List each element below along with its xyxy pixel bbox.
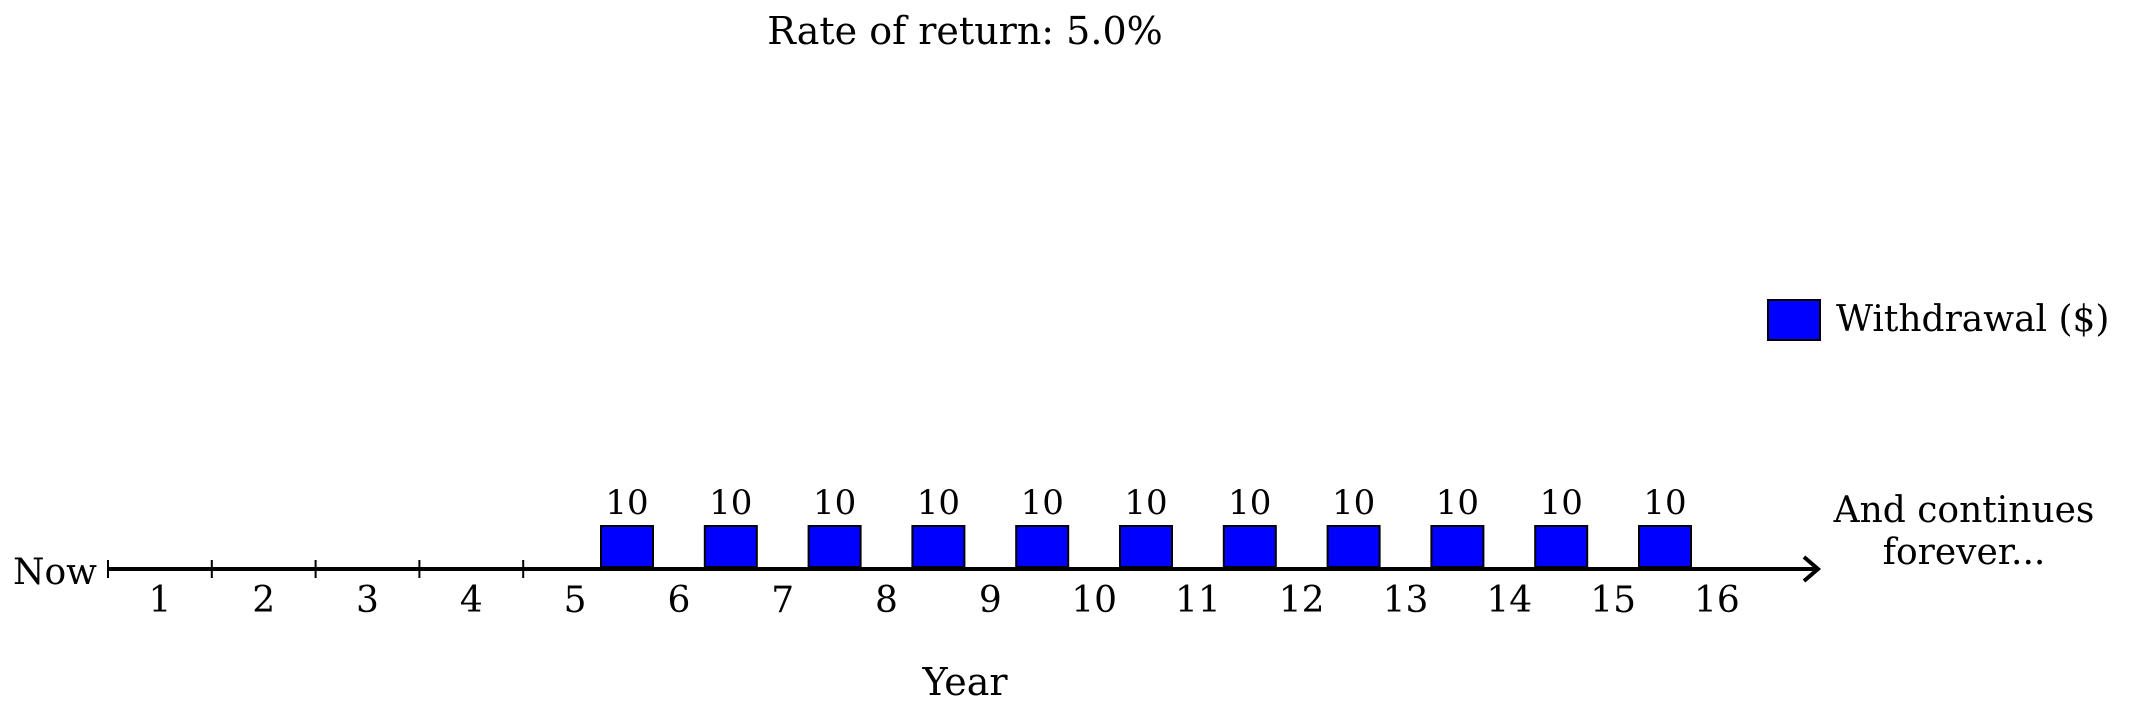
year-label: 10 (1071, 580, 1117, 621)
year-label: 16 (1694, 580, 1740, 621)
timeline-start-label: Now (13, 552, 97, 593)
withdrawal-bar (1326, 525, 1381, 568)
withdrawal-bar (1430, 525, 1485, 568)
end-label-line: And continues (1833, 490, 2095, 531)
withdrawal-bar (1015, 525, 1070, 568)
axis-arrowhead (1802, 555, 1822, 583)
year-label: 12 (1279, 580, 1325, 621)
year-label: 2 (252, 580, 275, 621)
bar-value-label: 10 (1540, 483, 1583, 523)
withdrawal-bars: 10 10 10 10 10 10 10 10 10 10 10 (600, 483, 1692, 568)
bar-value-label: 10 (709, 483, 752, 523)
bar-value-label: 10 (1124, 483, 1167, 523)
year-label: 8 (875, 580, 898, 621)
withdrawal-bar (1638, 525, 1692, 568)
timeline-axis (107, 555, 1822, 583)
withdrawal-bar (807, 525, 862, 568)
year-label: 11 (1175, 580, 1221, 621)
withdrawal-bar (911, 525, 966, 568)
year-label: 15 (1590, 580, 1636, 621)
bar-value-label: 10 (1436, 483, 1479, 523)
bar-value-label: 10 (917, 483, 960, 523)
year-label: 9 (979, 580, 1002, 621)
year-label: 13 (1383, 580, 1429, 621)
end-label-line: forever... (1883, 532, 2046, 573)
year-label: 3 (356, 580, 379, 621)
withdrawal-bar (1534, 525, 1589, 568)
timeline-end-label: And continues forever... (1833, 490, 2095, 573)
year-label: 5 (564, 580, 587, 621)
bar-value-label: 10 (813, 483, 856, 523)
bar-value-label: 10 (605, 483, 648, 523)
bar-value-label: 10 (1643, 483, 1686, 523)
year-label: 14 (1486, 580, 1532, 621)
year-label: 1 (148, 580, 171, 621)
chart-title: Rate of return: 5.0% (767, 9, 1162, 53)
legend: Withdrawal ($) (1767, 299, 2109, 341)
x-axis-title: Year (921, 660, 1008, 704)
withdrawal-bar (1222, 525, 1277, 568)
bar-value-label: 10 (1332, 483, 1375, 523)
legend-swatch-withdrawal (1767, 299, 1821, 341)
withdrawal-bar (703, 525, 758, 568)
withdrawal-bar (600, 525, 654, 568)
year-label: 7 (771, 580, 794, 621)
year-label: 4 (460, 580, 483, 621)
bar-value-label: 10 (1021, 483, 1064, 523)
year-labels: 1 2 3 4 5 6 7 8 9 10 11 12 13 14 15 16 (148, 580, 1739, 621)
withdrawal-bar (1119, 525, 1173, 568)
bar-value-label: 10 (1228, 483, 1271, 523)
legend-label-withdrawal: Withdrawal ($) (1836, 299, 2109, 340)
year-label: 6 (667, 580, 690, 621)
